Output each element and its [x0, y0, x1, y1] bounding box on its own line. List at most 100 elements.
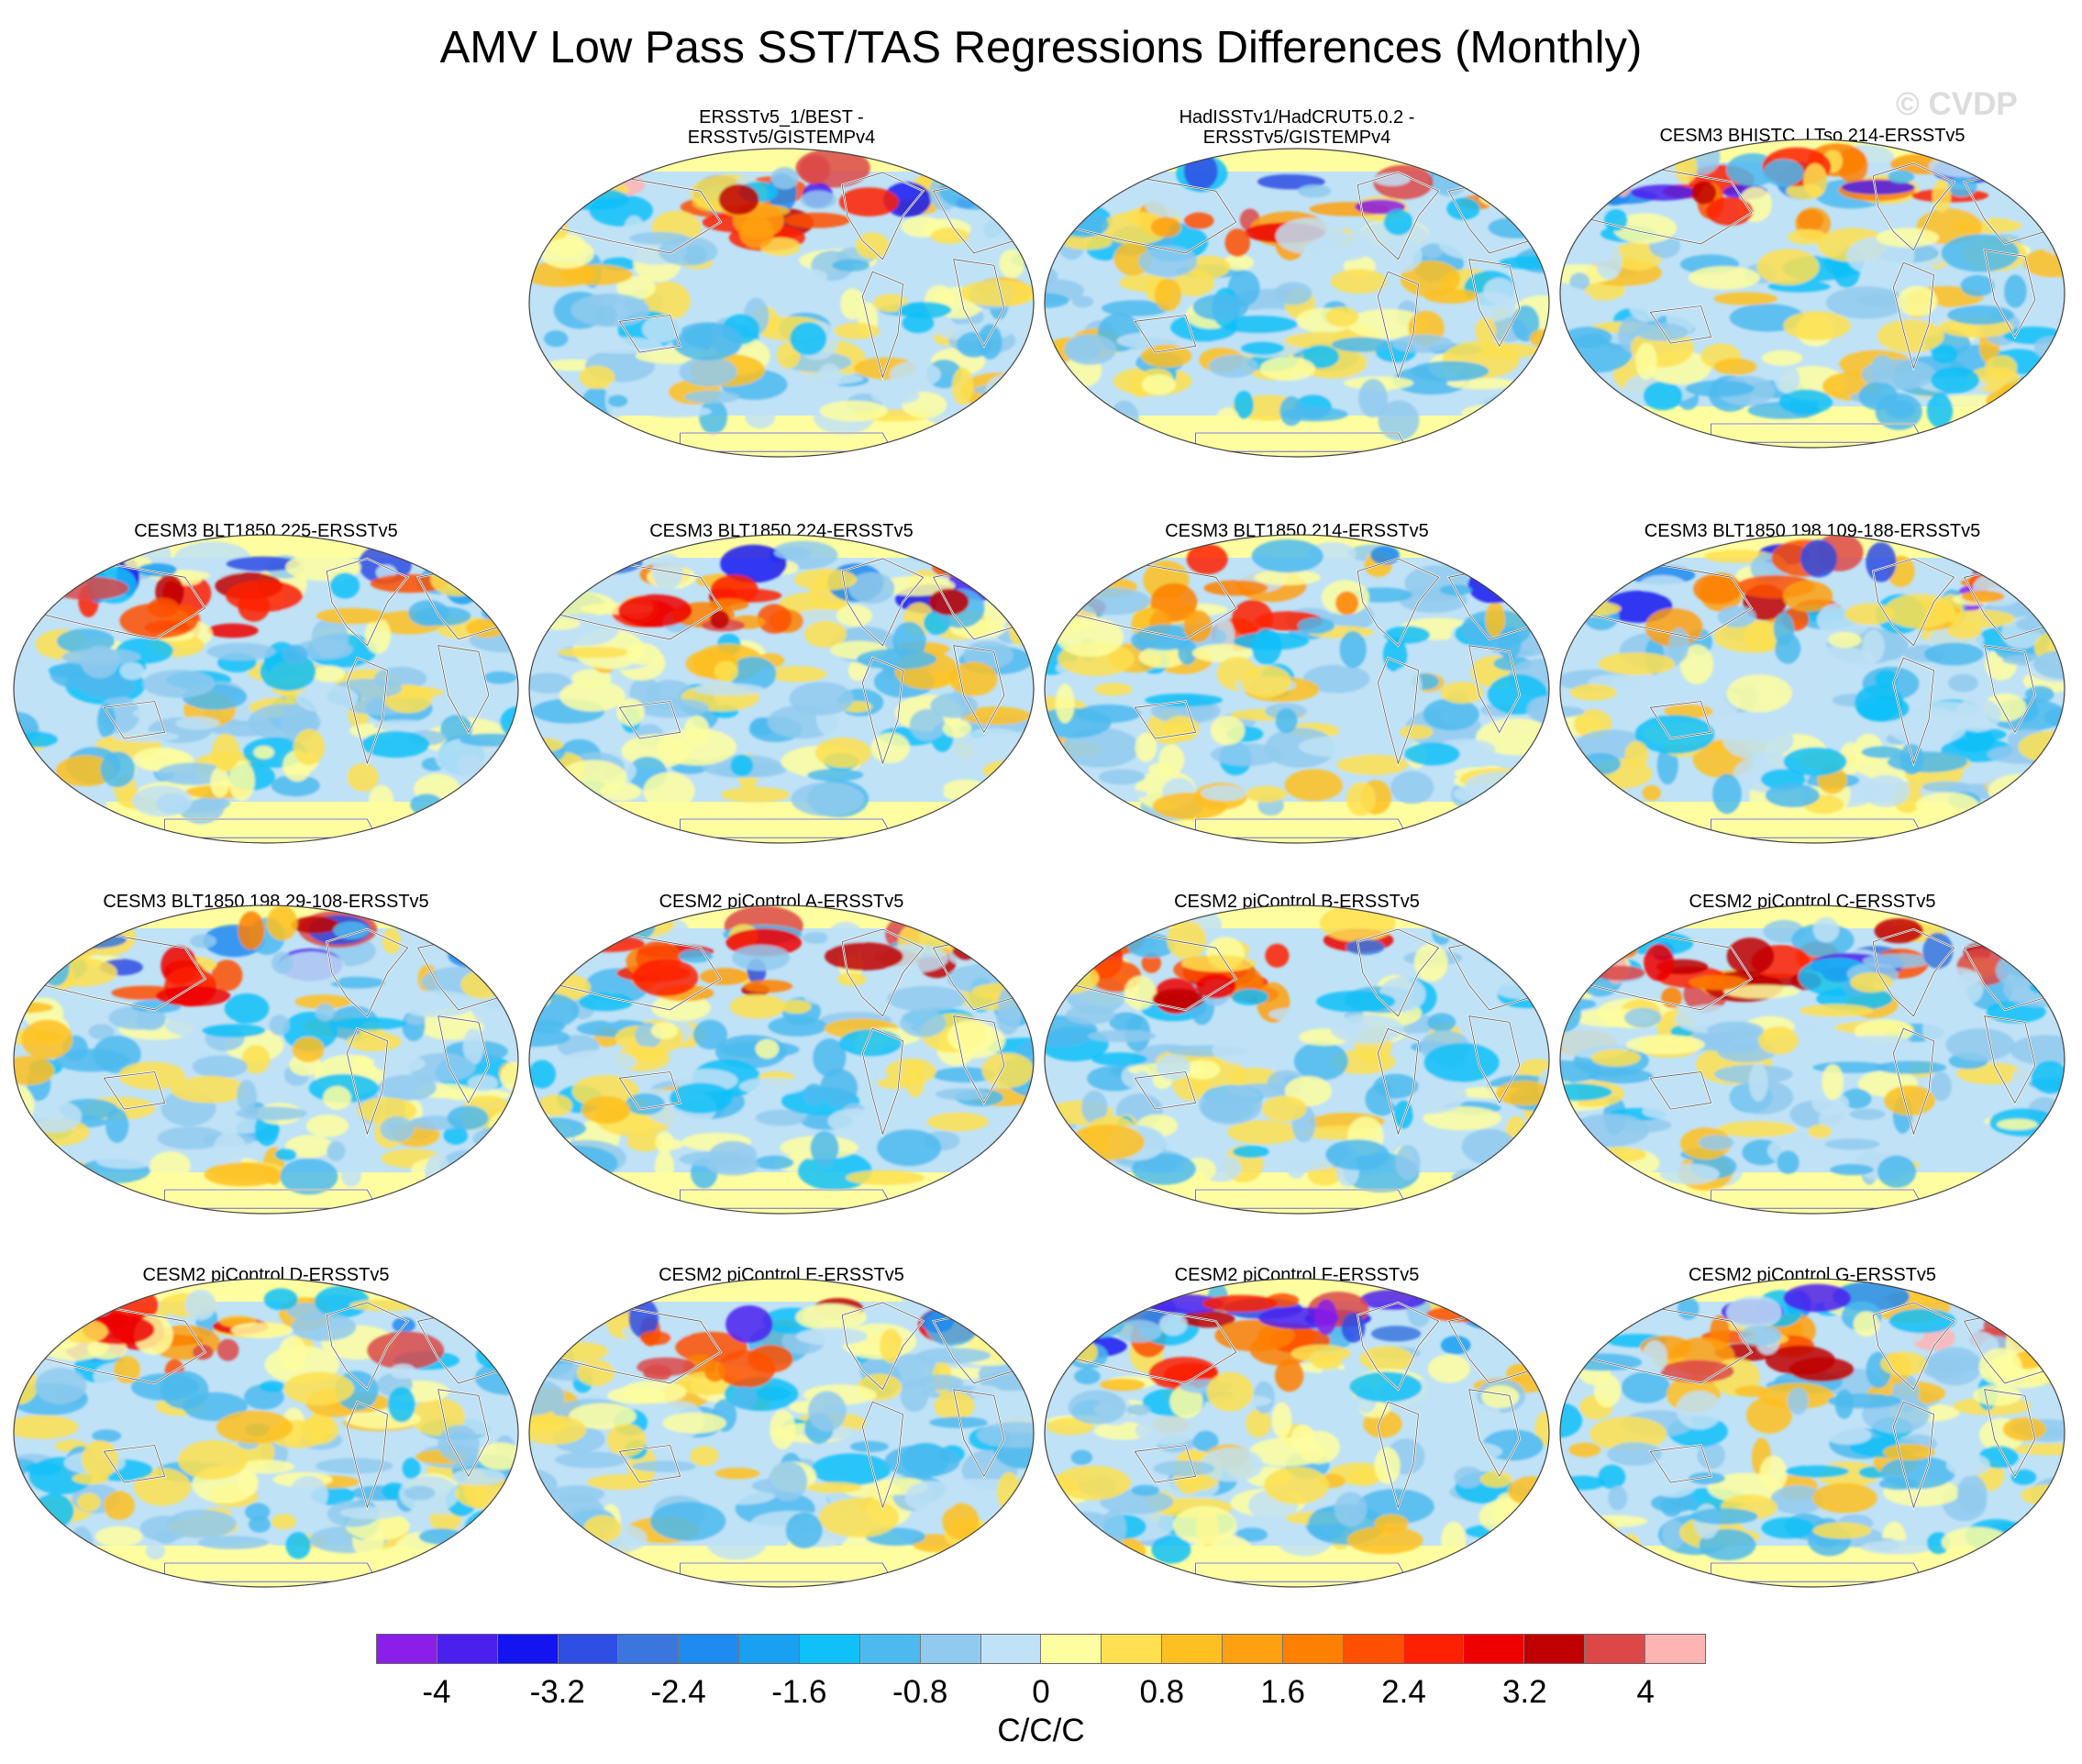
- anomaly-region: [1677, 1297, 1700, 1320]
- anomaly-region: [708, 598, 749, 611]
- anomaly-region: [966, 160, 1034, 200]
- anomaly-region: [1689, 975, 1748, 991]
- anomaly-region: [16, 731, 59, 748]
- anomaly-region: [887, 985, 967, 1012]
- anomaly-region: [857, 649, 937, 670]
- anomaly-region: [959, 280, 1034, 307]
- anomaly-region: [544, 330, 569, 348]
- anomaly-region: [1635, 323, 1689, 341]
- anomaly-region: [1202, 1294, 1279, 1313]
- anomaly-region: [464, 1507, 518, 1547]
- anomaly-region: [755, 1038, 780, 1060]
- anomaly-region: [1003, 1335, 1034, 1366]
- anomaly-region: [373, 719, 430, 732]
- anomaly-region: [1946, 622, 1982, 639]
- anomaly-region: [1783, 1283, 1852, 1313]
- anomaly-region: [1956, 1474, 1988, 1514]
- anomaly-region: [1192, 1430, 1219, 1452]
- anomaly-region: [237, 1080, 257, 1112]
- anomaly-region: [155, 985, 231, 1006]
- anomaly-region: [1861, 746, 1904, 759]
- map-panel: CESM3 BLT1850 198 109-188-ERSSTv5: [1559, 503, 2065, 844]
- anomaly-region: [1756, 249, 1820, 285]
- anomaly-region: [2043, 707, 2065, 727]
- anomaly-region: [1045, 1126, 1088, 1155]
- anomaly-region: [1496, 1081, 1549, 1106]
- anomaly-region: [305, 1115, 349, 1137]
- coastline: [1357, 172, 1440, 261]
- anomaly-region: [1475, 317, 1497, 345]
- anomaly-region: [756, 1386, 792, 1401]
- anomaly-region: [579, 365, 615, 390]
- anomaly-region: [1346, 782, 1376, 816]
- anomaly-region: [754, 1155, 794, 1170]
- anomaly-region: [1723, 984, 1800, 999]
- anomaly-region: [617, 594, 692, 627]
- anomaly-region: [855, 232, 890, 260]
- anomaly-region: [1783, 747, 1847, 776]
- anomaly-region: [118, 1061, 186, 1090]
- anomaly-region: [530, 164, 595, 186]
- anomaly-region: [42, 916, 88, 951]
- anomaly-region: [1642, 785, 1661, 801]
- colorbar-box: [497, 1635, 559, 1663]
- anomaly-region: [541, 1167, 611, 1181]
- anomaly-region: [1560, 144, 1605, 182]
- anomaly-region: [1349, 1371, 1423, 1403]
- robinson-map: [1559, 139, 2065, 449]
- colorbar-tick-label: -2.4: [650, 1674, 706, 1710]
- anomaly-region: [331, 1017, 407, 1030]
- anomaly-region: [570, 293, 650, 327]
- anomaly-region: [1183, 152, 1218, 190]
- anomaly-region: [806, 1481, 862, 1493]
- coastline: [1468, 645, 1521, 734]
- anomaly-region: [1635, 342, 1657, 380]
- anomaly-region: [60, 930, 127, 949]
- anomaly-region: [1625, 1035, 1705, 1055]
- anomaly-region: [166, 1509, 237, 1538]
- anomaly-region: [1693, 573, 1742, 605]
- anomaly-region: [1223, 254, 1255, 271]
- anomaly-region: [1712, 773, 1742, 815]
- anomaly-region: [119, 661, 145, 681]
- anomaly-region: [453, 1156, 490, 1180]
- anomaly-region: [529, 1415, 587, 1445]
- anomaly-region: [315, 1285, 370, 1318]
- anomaly-region: [1574, 779, 1612, 804]
- colorbar: -4 -3.2 -2.4 -1.6 -0.8 0 0.8 1.6 2.4 3.2 4 C/C/C: [0, 1628, 2082, 1764]
- coastline: [618, 1445, 681, 1483]
- anomaly-region: [1135, 624, 1194, 650]
- anomaly-region: [790, 322, 827, 356]
- coastline: [326, 558, 409, 647]
- anomaly-region: [1642, 1340, 1667, 1374]
- anomaly-region: [1045, 293, 1069, 308]
- anomaly-region: [224, 993, 270, 1024]
- coastline: [103, 701, 166, 739]
- anomaly-region: [1744, 621, 1777, 651]
- anomaly-region: [1875, 1060, 1947, 1074]
- anomaly-region: [1977, 538, 2029, 570]
- anomaly-region: [1822, 967, 1854, 982]
- anomaly-region: [1218, 315, 1299, 334]
- anomaly-region: [1688, 1472, 1725, 1485]
- anomaly-region: [425, 1153, 451, 1194]
- anomaly-region: [1581, 925, 1610, 937]
- coastline: [861, 1027, 903, 1136]
- anomaly-region: [1598, 1464, 1626, 1490]
- coastline: [346, 657, 388, 765]
- anomaly-region: [785, 1512, 823, 1549]
- anomaly-region: [529, 592, 558, 625]
- anomaly-region: [757, 604, 792, 634]
- anomaly-region: [1045, 937, 1098, 949]
- anomaly-region: [290, 1313, 357, 1342]
- anomaly-region: [1047, 582, 1090, 596]
- coastline: [437, 1015, 490, 1104]
- colorbar-box: [377, 1635, 437, 1663]
- anomaly-region: [1534, 180, 1549, 195]
- anomaly-region: [529, 1521, 561, 1541]
- anomaly-region: [1094, 682, 1133, 696]
- anomaly-region: [1151, 1535, 1191, 1564]
- anomaly-region: [291, 915, 339, 934]
- anomaly-region: [549, 1485, 605, 1503]
- panel-title: CESM3 BLT1850 225-ERSSTv5: [134, 520, 398, 541]
